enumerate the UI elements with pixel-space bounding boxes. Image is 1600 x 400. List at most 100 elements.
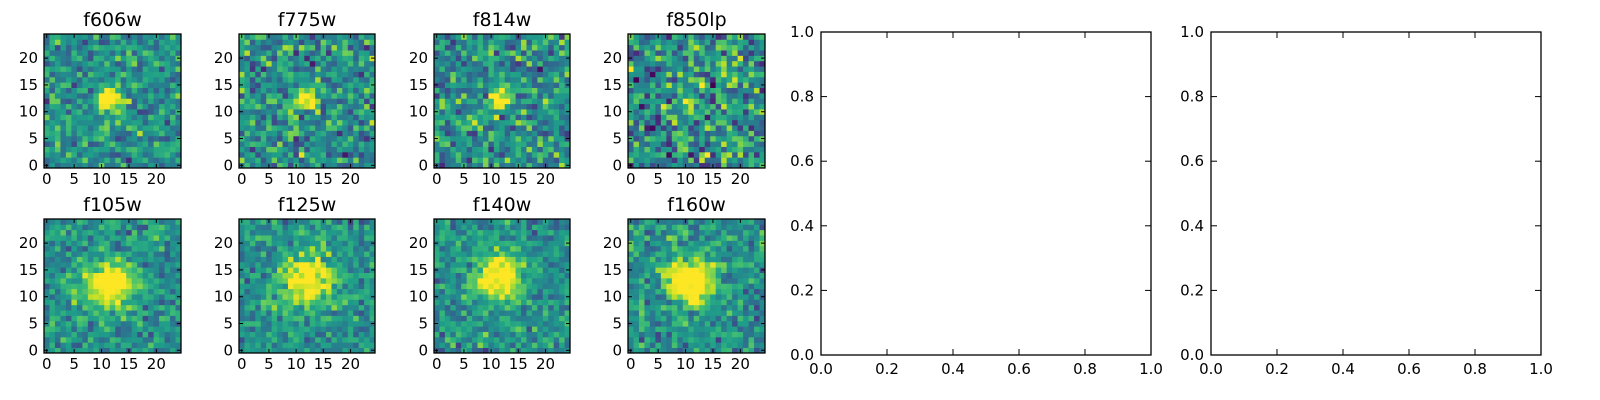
heatmap-cell [255,60,262,67]
heatmap-cell [732,310,738,316]
heatmap-cell [104,219,111,225]
heatmap-cell [704,60,711,67]
heatmap-cell [660,114,667,121]
heatmap-cell [104,50,111,56]
x-tick-label: 10 [676,170,695,188]
heatmap-cell [564,299,571,306]
heatmap-cell [98,76,105,83]
heatmap-cell [60,304,67,311]
heatmap-cell [693,283,700,290]
axes-frame [43,218,182,354]
heatmap-cell [159,304,165,311]
heatmap-cell [748,39,755,46]
heatmap-cell [336,235,343,241]
heatmap-cell [504,119,511,126]
heatmap-cell [131,146,138,153]
heatmap-cell [677,326,684,332]
heatmap-cell [159,98,165,105]
heatmap-cell [82,151,89,158]
heatmap-cell [131,66,138,72]
heatmap-cell [472,342,478,349]
heatmap-cell [477,256,484,263]
heatmap-cell [137,240,144,247]
heatmap-cell [148,103,154,110]
heatmap-cell [666,304,673,311]
x-tick-label: 0 [237,355,247,373]
heatmap-cell [142,39,149,46]
heatmap-cell [548,87,555,94]
heatmap-cell [309,146,316,153]
heatmap-cell [131,34,138,40]
heatmap-cell [537,272,544,279]
heatmap-cell [109,219,116,225]
heatmap-cell [559,272,565,279]
heatmap-cell [54,256,61,263]
heatmap-cell [671,66,678,72]
heatmap-cell [249,103,256,110]
heatmap-cell [293,114,300,121]
heatmap-cell [175,219,182,225]
heatmap-cell [244,98,251,105]
heatmap-cell [82,224,89,231]
heatmap-cell [526,71,533,78]
heatmap-cell [282,342,289,349]
heatmap-cell [737,66,744,72]
heatmap-cell [666,50,673,56]
heatmap-cell [153,310,160,316]
heatmap-cell [531,76,538,83]
heatmap-cell [732,331,738,338]
heatmap-cell [699,310,706,316]
heatmap-cell [142,98,149,105]
heatmap-cell [710,130,717,137]
heatmap-cell [644,71,651,78]
heatmap-cell [553,310,560,316]
heatmap-cell [499,347,506,354]
heatmap-cell [153,299,160,306]
heatmap-cell [477,245,484,252]
heatmap-cell [336,283,343,290]
heatmap-cell [126,245,133,252]
heatmap-cell [537,315,544,322]
heatmap-cell [87,76,94,83]
heatmap-cell [369,141,376,147]
heatmap-cell [369,103,376,110]
heatmap-cell [282,146,289,153]
heatmap-cell [76,347,83,354]
heatmap-cell [336,39,343,46]
heatmap-cell [699,44,706,51]
heatmap-cell [131,224,138,231]
heatmap-cell [515,60,522,67]
heatmap-cell [666,294,673,300]
heatmap-cell [564,87,571,94]
heatmap-cell [671,320,678,327]
heatmap-cell [721,272,728,279]
heatmap-cell [104,60,111,67]
heatmap-cell [293,272,300,279]
heatmap-cell [104,326,111,332]
heatmap-cell [71,66,78,72]
heatmap-cell [255,245,262,252]
heatmap-cell [87,320,94,327]
heatmap-cell [148,109,154,115]
heatmap-cell [515,256,522,263]
heatmap-cell [482,50,489,56]
heatmap-cell [98,299,105,306]
heatmap-cell [477,304,484,311]
heatmap-cell [515,146,522,153]
heatmap-cell [65,272,72,279]
heatmap-cell [54,272,61,279]
heatmap-cell [358,71,365,78]
heatmap-cell [170,162,176,169]
heatmap-cell [93,157,100,164]
heatmap-cell [115,219,122,225]
heatmap-cell [499,331,506,338]
heatmap-cell [120,141,127,147]
heatmap-cell [450,114,457,121]
heatmap-cell [331,34,338,40]
heatmap-cell [488,135,495,142]
heatmap-cell [137,157,144,164]
heatmap-cell [137,162,144,169]
heatmap-cell [153,320,160,327]
heatmap-cell [450,261,457,268]
heatmap-cell [142,256,149,263]
